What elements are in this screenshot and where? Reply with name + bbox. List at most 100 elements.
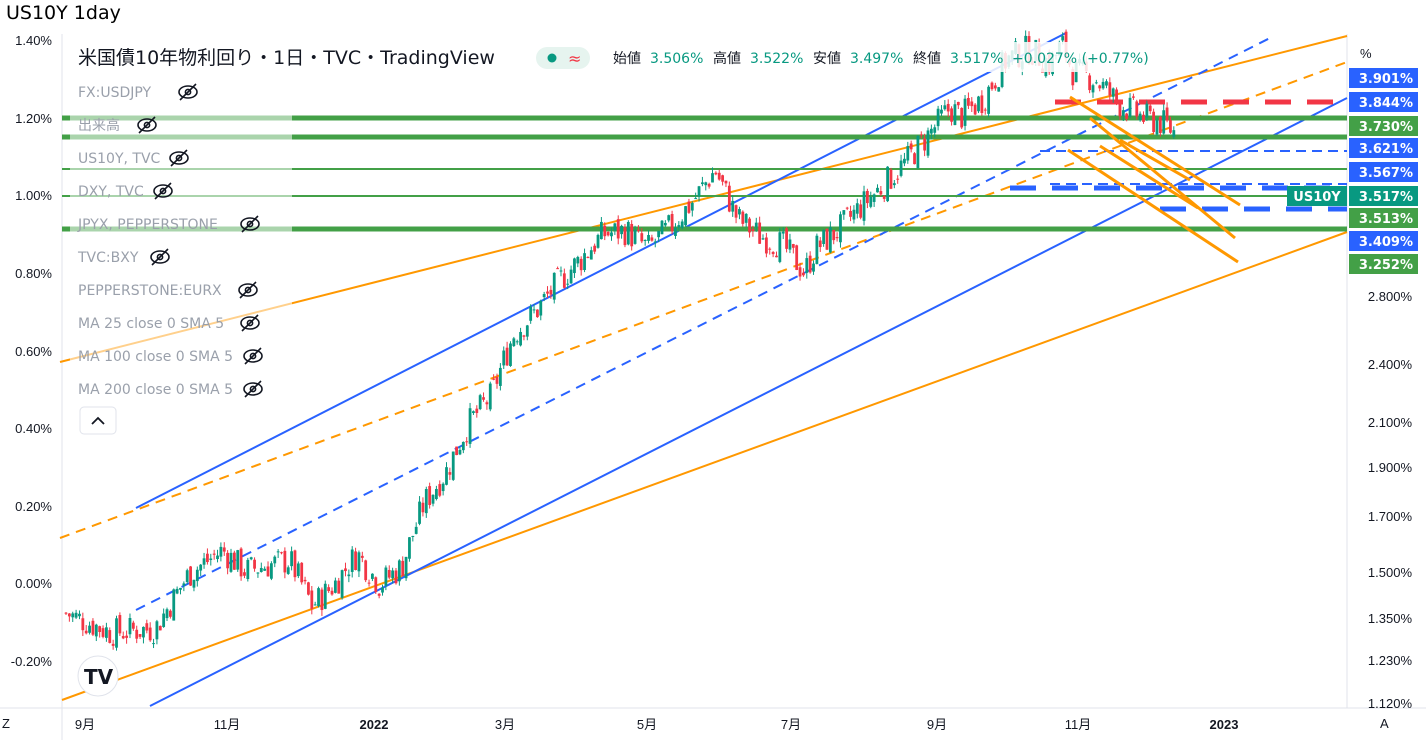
- status-dots[interactable]: ≈: [536, 47, 590, 69]
- candle-body: [727, 185, 731, 212]
- candle-body: [512, 338, 516, 347]
- candle-body: [438, 484, 442, 496]
- candle-body: [131, 622, 135, 629]
- candle-body: [929, 128, 933, 134]
- legend-item[interactable]: US10Y, TVC: [78, 149, 189, 167]
- eye-slash-icon[interactable]: [240, 314, 260, 332]
- eye-slash-icon[interactable]: [243, 347, 263, 365]
- collapse-legend-button[interactable]: [79, 406, 117, 435]
- status-pill[interactable]: [536, 47, 590, 69]
- candle-body: [360, 555, 364, 558]
- axis-corner-left[interactable]: Z: [2, 716, 10, 731]
- trend-channel-line: [61, 231, 1348, 701]
- eye-slash-icon[interactable]: [150, 248, 170, 266]
- candle-body: [606, 231, 610, 236]
- candle-body: [74, 612, 78, 618]
- eye-slash-icon[interactable]: [169, 149, 189, 167]
- eye-outline: [243, 382, 263, 396]
- candle-body: [148, 627, 152, 641]
- eye-outline: [238, 283, 258, 297]
- candle-body: [441, 483, 445, 492]
- indicator-legend[interactable]: FX:USDJPY 出来高 US10Y, TVC DXY, TVC JPYX, PEPP…: [77, 83, 263, 398]
- candle-body: [1108, 82, 1112, 96]
- candle-body: [192, 579, 196, 588]
- candle-body: [529, 306, 533, 321]
- time-axis-tick: 2022: [360, 717, 389, 732]
- left-axis[interactable]: 1.40% 1.20% 1.00% 0.80% 0.60% 0.40% 0.20% 0.00%…: [11, 33, 53, 669]
- series-title[interactable]: 米国債10年物利回り・1日・TVC・TradingView: [78, 47, 495, 69]
- legend-item[interactable]: PEPPERSTONE:EURX: [78, 281, 258, 299]
- ohlc-label: 高値: [713, 50, 741, 67]
- eye-pupil: [249, 385, 257, 393]
- candle-body: [408, 537, 411, 559]
- candle-body: [1142, 114, 1145, 122]
- eye-slash-icon[interactable]: [178, 83, 198, 101]
- candle-body: [472, 411, 475, 414]
- eye-slash-icon[interactable]: [153, 182, 173, 200]
- candle-body: [680, 221, 684, 228]
- legend-item[interactable]: 出来高: [78, 116, 157, 134]
- legend-item[interactable]: MA 100 close 0 SMA 5: [78, 347, 263, 365]
- legend-item[interactable]: DXY, TVC: [78, 182, 173, 200]
- chevron-up-icon: [91, 416, 105, 425]
- candle-body: [536, 309, 539, 318]
- candle-body: [626, 221, 630, 245]
- axis-corner-right[interactable]: A: [1380, 716, 1389, 731]
- legend-item-label: 出来高: [78, 117, 120, 134]
- eye-outline: [178, 85, 198, 99]
- candle-body: [798, 267, 802, 277]
- candle-body: [845, 207, 849, 209]
- candle-body: [337, 580, 341, 594]
- legend-item[interactable]: MA 200 close 0 SMA 5: [78, 380, 263, 398]
- candle-body: [162, 613, 166, 627]
- legend-item[interactable]: JPYX, PEPPERSTONE: [77, 215, 260, 233]
- legend-item[interactable]: MA 25 close 0 SMA 5: [78, 314, 260, 332]
- candle-body: [105, 627, 108, 638]
- eye-outline: [153, 184, 173, 198]
- candle-body: [701, 182, 704, 185]
- candle-body: [118, 615, 122, 634]
- eye-slash-icon[interactable]: [240, 215, 260, 233]
- candle-body: [256, 572, 260, 574]
- candle-body: [1071, 69, 1075, 86]
- candle-body: [993, 85, 997, 89]
- eye-pupil: [184, 88, 192, 96]
- candle-body: [206, 553, 209, 563]
- eye-slash-icon[interactable]: [243, 380, 263, 398]
- legend-item-label: TVC:BXY: [77, 250, 139, 266]
- symbol-badge: [1287, 186, 1347, 206]
- eye-outline: [150, 250, 170, 264]
- candle-body: [754, 222, 758, 228]
- candle-body: [300, 562, 304, 583]
- candle-body: [552, 272, 556, 300]
- candle-body: [229, 552, 233, 572]
- candle-body: [333, 580, 337, 593]
- header-backdrop: [70, 42, 1160, 72]
- legend-item[interactable]: TVC:BXY: [77, 248, 170, 266]
- candle-body: [879, 191, 883, 195]
- eye-slash-icon[interactable]: [137, 116, 157, 134]
- eye-slash-icon[interactable]: [238, 281, 258, 299]
- candle-body: [657, 230, 661, 238]
- candle-body: [583, 253, 586, 271]
- candle-body: [818, 240, 822, 248]
- candle-body: [135, 629, 139, 639]
- eye-slash: [170, 149, 188, 167]
- candle-body: [475, 408, 479, 414]
- price-badge: [1349, 92, 1418, 112]
- candle-body: [690, 202, 694, 211]
- right-axis[interactable]: 2.800% 2.400% 2.100% 1.900% 1.700% 1.500% 1.35…: [1368, 289, 1413, 711]
- candle-body: [485, 402, 489, 405]
- time-axis[interactable]: 9月 11月 2022 3月 5月 7月 9月 11月 2023: [75, 717, 1239, 732]
- tradingview-logo-icon[interactable]: TV: [77, 655, 119, 697]
- candle-body: [761, 238, 765, 240]
- candle-body: [1162, 110, 1166, 134]
- legend-item[interactable]: FX:USDJPY: [78, 83, 198, 101]
- candle-body: [674, 227, 677, 236]
- candle-body: [741, 211, 745, 224]
- candle-body: [758, 222, 762, 244]
- candle-body: [189, 566, 192, 586]
- candle-body: [950, 108, 953, 122]
- candle-body: [310, 590, 314, 609]
